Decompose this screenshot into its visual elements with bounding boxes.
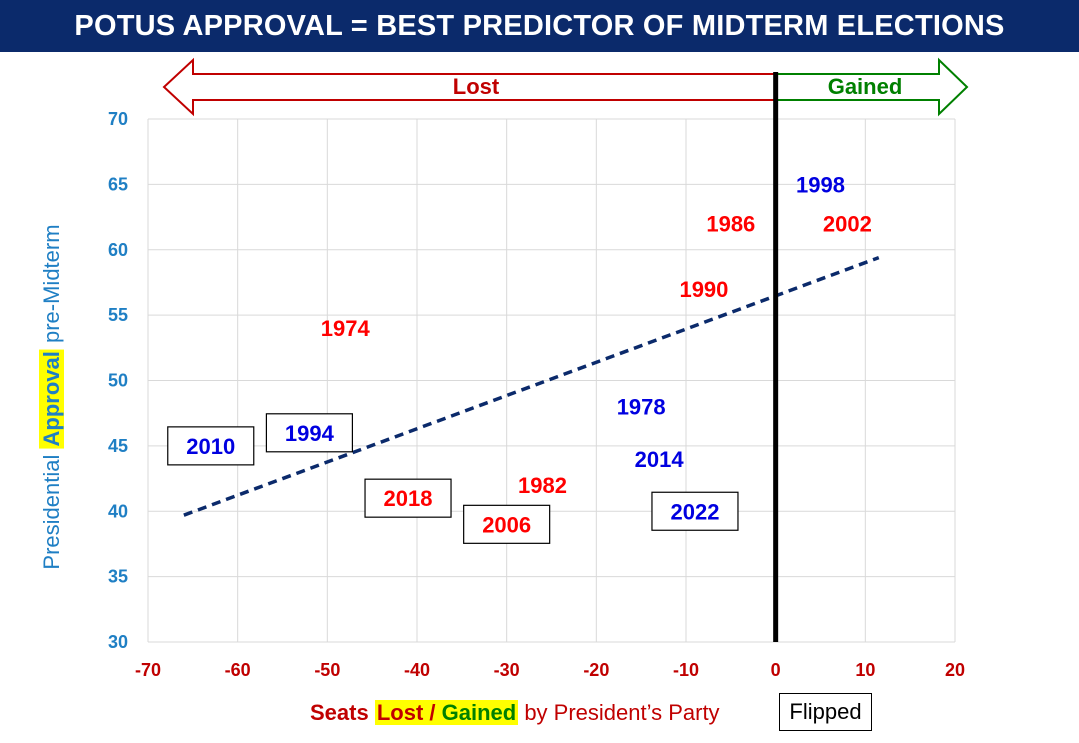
trendline	[183, 255, 880, 517]
x-title-suffix: by President’s Party	[518, 700, 720, 725]
x-title-lost: Lost	[376, 700, 424, 725]
x-title-prefix: Seats	[310, 700, 375, 725]
grid	[147, 118, 956, 643]
y-title-suffix: pre-Midterm	[39, 224, 64, 350]
y-tick-label: 65	[108, 174, 128, 194]
y-tick-label: 60	[108, 240, 128, 260]
data-point-2014: 2014	[635, 447, 685, 472]
x-tick-labels: -70 -60 -50 -40 -30 -20 -10 0 10 20	[135, 660, 965, 680]
year-label: 2022	[670, 499, 719, 524]
chart-title: POTUS APPROVAL = BEST PREDICTOR OF MIDTE…	[0, 0, 1079, 52]
x-tick-label: -40	[404, 660, 430, 680]
trendline-group	[183, 255, 880, 517]
x-tick-label: -50	[314, 660, 340, 680]
y-tick-label: 30	[108, 632, 128, 652]
flipped-box	[463, 504, 551, 544]
flipped-legend-box: Flipped	[779, 693, 872, 731]
year-label: 1978	[617, 395, 666, 420]
y-tick-label: 70	[108, 109, 128, 129]
x-title-highlight: Lost / Gained	[374, 700, 519, 725]
x-tick-label: -20	[583, 660, 609, 680]
y-tick-label: 35	[108, 567, 128, 587]
flipped-box	[265, 413, 353, 453]
year-label: 2010	[186, 434, 235, 459]
flipped-box	[651, 491, 739, 531]
flipped-box	[167, 426, 255, 466]
gained-label: Gained	[828, 74, 903, 99]
y-axis-title: Presidential Approval pre-Midterm	[39, 224, 65, 570]
y-title-highlight: Approval	[39, 349, 64, 449]
data-point-2018: 2018	[364, 478, 452, 518]
data-points: 1974 2010 1994 2018 2006 1982 1978 2014 2022 1990…	[167, 172, 872, 544]
x-title-sep: /	[423, 700, 442, 725]
data-point-1998: 1998	[796, 172, 845, 197]
data-point-2022: 2022	[651, 491, 739, 531]
data-point-1974: 1974	[321, 316, 371, 341]
data-point-1986: 1986	[706, 212, 755, 237]
gained-arrow	[774, 57, 969, 117]
x-tick-label: -60	[225, 660, 251, 680]
year-label: 1974	[321, 316, 371, 341]
year-label: 2018	[384, 486, 433, 511]
year-label: 1998	[796, 172, 845, 197]
year-label: 1982	[518, 473, 567, 498]
data-point-1978: 1978	[617, 395, 666, 420]
data-point-1990: 1990	[679, 277, 728, 302]
data-point-2006: 2006	[463, 504, 551, 544]
year-label: 1986	[706, 212, 755, 237]
x-tick-label: 20	[945, 660, 965, 680]
y-title-prefix: Presidential	[39, 448, 64, 570]
x-tick-label: -70	[135, 660, 161, 680]
x-tick-label: 10	[855, 660, 875, 680]
lost-arrow	[162, 57, 777, 117]
year-label: 2006	[482, 512, 531, 537]
y-tick-label: 45	[108, 436, 128, 456]
data-point-2002: 2002	[823, 212, 872, 237]
y-tick-labels: 30 35 40 45 50 55 60 65 70	[108, 109, 128, 652]
x-tick-label: -30	[494, 660, 520, 680]
x-tick-label: 0	[771, 660, 781, 680]
data-point-1994: 1994	[265, 413, 353, 453]
x-tick-label: -10	[673, 660, 699, 680]
lost-label: Lost	[453, 74, 500, 99]
y-tick-label: 40	[108, 501, 128, 521]
year-label: 2002	[823, 212, 872, 237]
flipped-box	[364, 478, 452, 518]
x-title-gained: Gained	[441, 700, 517, 725]
year-label: 1994	[285, 421, 335, 446]
x-axis-title: Seats Lost / Gained by President’s Party	[310, 700, 720, 726]
lost-gained-arrows: Lost Gained	[162, 57, 969, 117]
y-tick-label: 50	[108, 371, 128, 391]
data-point-1982: 1982	[518, 473, 567, 498]
y-tick-label: 55	[108, 305, 128, 325]
year-label: 1990	[679, 277, 728, 302]
data-point-2010: 2010	[167, 426, 255, 466]
year-label: 2014	[635, 447, 685, 472]
